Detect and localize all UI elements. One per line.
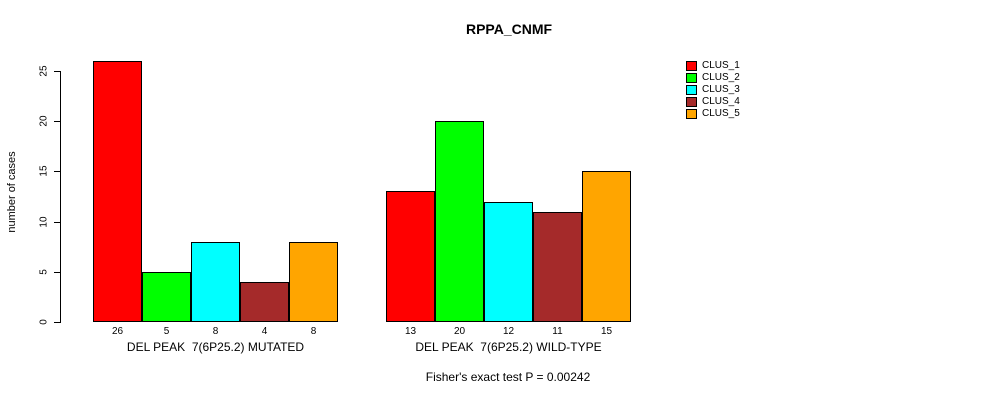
- bar-value-label: 4: [261, 326, 268, 337]
- legend-label: CLUS_3: [702, 84, 740, 95]
- y-tick-label: 5: [38, 269, 50, 275]
- bar-CLUS_4-group2: [533, 211, 582, 322]
- bar-CLUS_4-group1: [240, 281, 289, 322]
- bar-value-label: 11: [552, 326, 563, 337]
- y-tick-label: 15: [38, 165, 50, 177]
- bar-value-label: 13: [404, 326, 417, 337]
- y-tick-label: 10: [38, 216, 50, 228]
- bar-CLUS_2-group2: [435, 121, 484, 322]
- y-tick: [54, 71, 61, 72]
- bar-value-label: 12: [502, 326, 515, 337]
- y-axis-line: [60, 71, 61, 323]
- legend-swatch-CLUS_1: [686, 61, 697, 71]
- y-tick: [54, 221, 61, 223]
- y-tick: [54, 322, 61, 323]
- bar-value-label: 26: [111, 326, 124, 337]
- legend-label: CLUS_1: [702, 60, 740, 71]
- chart-title: RPPA_CNMF: [465, 21, 553, 37]
- group-label: DEL PEAK 7(6P25.2) MUTATED: [126, 340, 305, 354]
- bar-value-label: 8: [310, 326, 317, 337]
- bar-value-label: 5: [163, 326, 170, 337]
- y-tick: [54, 121, 61, 123]
- y-tick-label: 0: [38, 319, 50, 325]
- y-tick: [54, 271, 61, 273]
- legend-label: CLUS_4: [702, 96, 740, 107]
- y-tick-label: 20: [38, 115, 50, 127]
- legend-swatch-CLUS_4: [686, 97, 697, 107]
- bar-value-label: 15: [600, 326, 613, 337]
- bar-value-label: 20: [453, 326, 466, 337]
- bar-CLUS_3-group1: [191, 241, 240, 322]
- y-tick-label: 25: [38, 65, 50, 77]
- legend-label: CLUS_2: [702, 72, 740, 83]
- bar-CLUS_1-group1: [93, 60, 142, 322]
- bar-value-label: 8: [212, 326, 219, 337]
- bar-CLUS_5-group2: [582, 171, 631, 322]
- group-label: DEL PEAK 7(6P25.2) WILD-TYPE: [415, 340, 602, 354]
- legend-swatch-CLUS_2: [686, 73, 697, 83]
- bar-CLUS_3-group2: [484, 201, 533, 322]
- bar-CLUS_2-group1: [142, 271, 191, 322]
- bar-CLUS_5-group1: [289, 241, 338, 322]
- legend-label: CLUS_5: [702, 108, 740, 119]
- fisher-test-annotation: Fisher's exact test P = 0.00242: [425, 370, 591, 384]
- y-axis-title: number of cases: [6, 151, 18, 233]
- y-tick: [54, 171, 61, 173]
- legend-swatch-CLUS_3: [686, 85, 697, 95]
- bar-CLUS_1-group2: [386, 191, 435, 322]
- legend-swatch-CLUS_5: [686, 109, 697, 119]
